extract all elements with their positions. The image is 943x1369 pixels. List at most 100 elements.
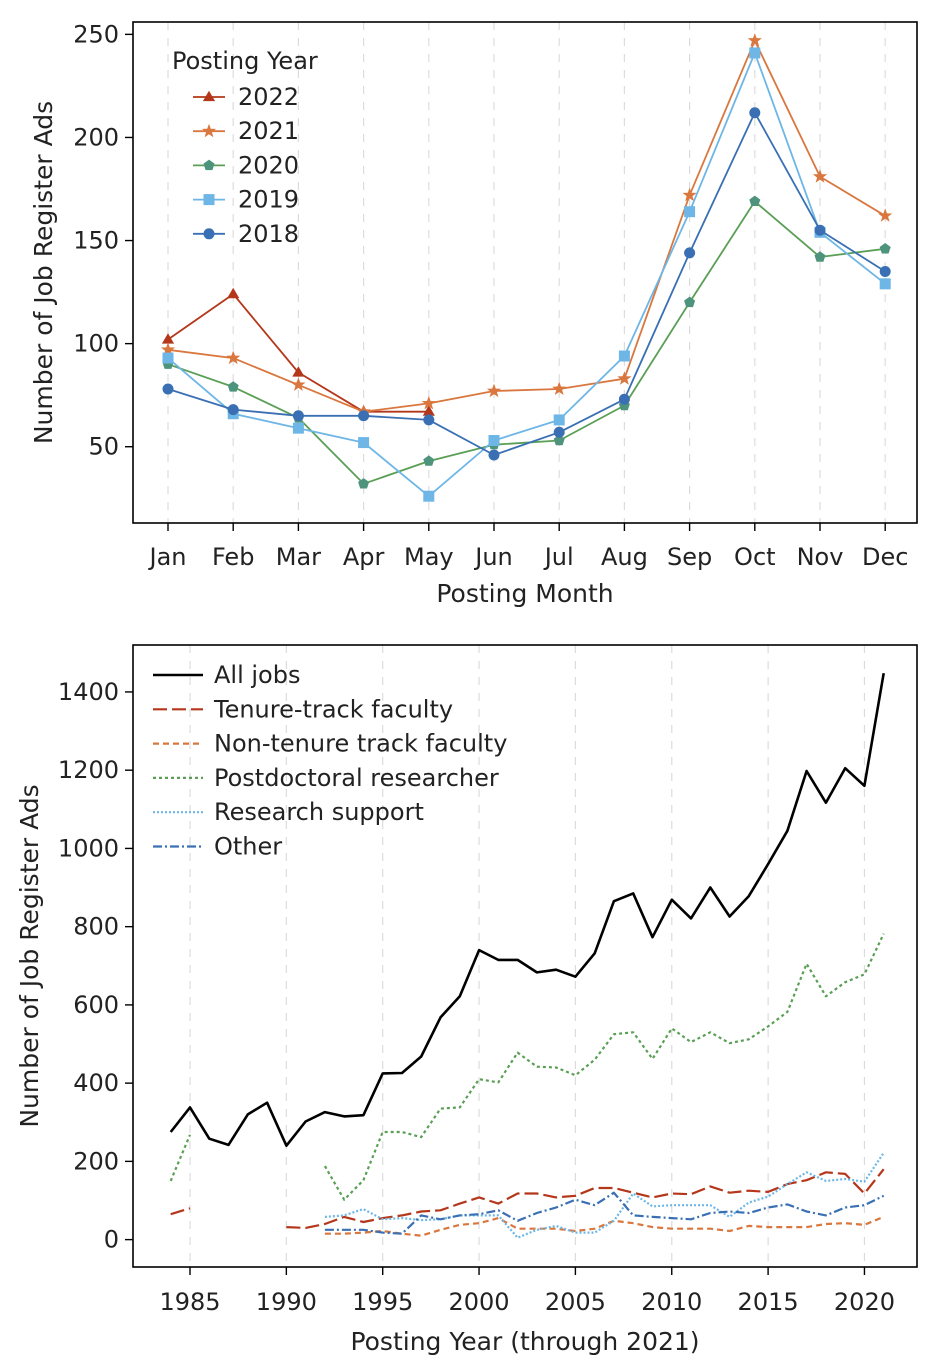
y-tick-label-0: 0 — [104, 1226, 119, 1254]
data-point-2021-mar — [291, 377, 306, 391]
data-point-2018-apr — [358, 410, 370, 422]
data-point-2021-oct — [747, 33, 762, 47]
x-tick-label-2010: 2010 — [641, 1288, 702, 1316]
y-tick-label-800: 800 — [73, 913, 119, 941]
y-tick-label-1000: 1000 — [58, 834, 119, 862]
x-tick-label-1990: 1990 — [256, 1288, 317, 1316]
x-tick-label-2015: 2015 — [738, 1288, 799, 1316]
x-tick-label-dec: Dec — [862, 543, 908, 571]
data-point-2018-feb — [227, 404, 239, 416]
legend-label-tenure-track-faculty: Tenure-track faculty — [213, 695, 453, 723]
data-point-2021-dec — [878, 208, 893, 222]
x-tick-label-1985: 1985 — [159, 1288, 220, 1316]
data-point-2019-apr — [358, 437, 370, 449]
data-point-2019-dec — [879, 278, 891, 290]
data-point-2020-sep — [684, 296, 696, 308]
x-tick-label-nov: Nov — [797, 543, 844, 571]
data-point-2018-jul — [553, 426, 565, 438]
data-point-2018-jan — [162, 383, 174, 395]
y-tick-label-250: 250 — [73, 20, 119, 48]
legend: All jobs Tenure-track faculty Non-tenure t… — [153, 661, 507, 861]
y-tick-label-100: 100 — [73, 330, 119, 358]
x-tick-label-feb: Feb — [212, 543, 255, 571]
x-tick-label-2000: 2000 — [449, 1288, 510, 1316]
series-line-other — [324, 1191, 885, 1235]
data-point-2018-sep — [684, 247, 696, 259]
legend-marker-2021 — [201, 123, 217, 138]
x-tick-label-aug: Aug — [601, 543, 648, 571]
data-point-2018-nov — [814, 224, 826, 236]
series-2019 — [162, 47, 891, 502]
x-tick-label-may: May — [404, 543, 454, 571]
y-axis-label: Number of Job Register Ads — [15, 784, 44, 1127]
legend-entry-other: Other — [153, 833, 282, 861]
monthly-chart: 50 100 150 200 250 Jan Feb Mar Apr May Jun Jul Aug Se… — [29, 20, 918, 608]
legend-label-research-support: Research support — [214, 798, 424, 826]
data-point-2019-aug — [618, 350, 630, 362]
x-tick-label-mar: Mar — [276, 543, 321, 571]
legend-title: Posting Year — [172, 47, 318, 75]
data-point-2021-jan — [160, 342, 176, 356]
y-tick-label-400: 400 — [73, 1069, 119, 1097]
legend-label-postdoctoral-researcher: Postdoctoral researcher — [214, 764, 499, 792]
data-point-2020-may — [423, 455, 435, 466]
y-tick-label-1400: 1400 — [58, 678, 119, 706]
series-line-2021 — [167, 39, 886, 413]
data-point-2018-mar — [292, 410, 304, 422]
legend-entry-2018: 2018 — [193, 220, 299, 248]
legend-marker-2020 — [203, 159, 215, 171]
legend-entry-all-jobs: All jobs — [153, 661, 300, 689]
data-point-2020-apr — [358, 478, 370, 489]
y-tick-label-200: 200 — [73, 1147, 119, 1175]
data-point-2020-feb — [227, 381, 239, 392]
y-tick-label-600: 600 — [73, 991, 119, 1019]
data-point-2019-may — [423, 490, 435, 502]
x-tick-label-1995: 1995 — [352, 1288, 413, 1316]
legend-label-2020: 2020 — [238, 151, 299, 179]
x-tick-label-2020: 2020 — [834, 1288, 895, 1316]
data-point-2018-dec — [879, 265, 891, 277]
legend-label-2022: 2022 — [238, 83, 299, 111]
legend-entry-2022: 2022 — [193, 83, 299, 111]
data-point-2018-oct — [749, 107, 761, 119]
legend-entry-non-tenure-track-faculty: Non-tenure track faculty — [153, 730, 507, 758]
data-point-2022-jan — [161, 333, 175, 344]
data-point-2021-nov — [812, 169, 828, 183]
plot-frame — [132, 644, 918, 1268]
data-point-2021-jul — [552, 381, 567, 395]
legend-entry-tenure-track-faculty: Tenure-track faculty — [153, 695, 453, 723]
data-point-2019-jun — [488, 435, 500, 447]
legend-label-all-jobs: All jobs — [214, 661, 300, 689]
series-line-postdoctoral-researcher — [169, 933, 885, 1201]
x-tick-label-2005: 2005 — [545, 1288, 606, 1316]
x-axis-label: Posting Year (through 2021) — [350, 1327, 699, 1356]
data-point-2022-mar — [292, 366, 305, 377]
y-tick-label-200: 200 — [73, 123, 119, 151]
series-line-2018 — [167, 111, 886, 456]
data-point-2021-aug — [617, 371, 632, 385]
data-point-2019-jul — [553, 414, 565, 426]
legend-entry-postdoctoral-researcher: Postdoctoral researcher — [153, 764, 499, 792]
legend-label-non-tenure-track-faculty: Non-tenure track faculty — [214, 730, 507, 758]
data-point-2019-jan — [162, 352, 174, 364]
x-tick-label-jul: Jul — [543, 543, 574, 571]
data-point-2021-may — [421, 396, 436, 410]
data-point-2019-oct — [749, 47, 761, 59]
legend-label-2021: 2021 — [238, 117, 299, 145]
y-axis-label: Number of Job Register Ads — [29, 101, 58, 444]
x-axis-label: Posting Month — [436, 579, 613, 608]
data-point-2020-oct — [749, 195, 761, 206]
data-point-2019-sep — [684, 206, 696, 218]
series-line-non-tenure-track-faculty — [324, 1215, 885, 1237]
legend-entry-2019: 2019 — [193, 186, 299, 214]
legend-label-2019: 2019 — [238, 186, 299, 214]
legend-marker-2022 — [202, 90, 216, 102]
legend-entry-2021: 2021 — [193, 117, 299, 145]
plot-frame — [132, 21, 918, 524]
legend-entry-research-support: Research support — [153, 798, 424, 826]
legend-label-other: Other — [214, 833, 282, 861]
data-point-2020-nov — [814, 251, 826, 262]
series-line-all-jobs — [169, 672, 885, 1147]
data-point-2021-feb — [226, 350, 241, 365]
